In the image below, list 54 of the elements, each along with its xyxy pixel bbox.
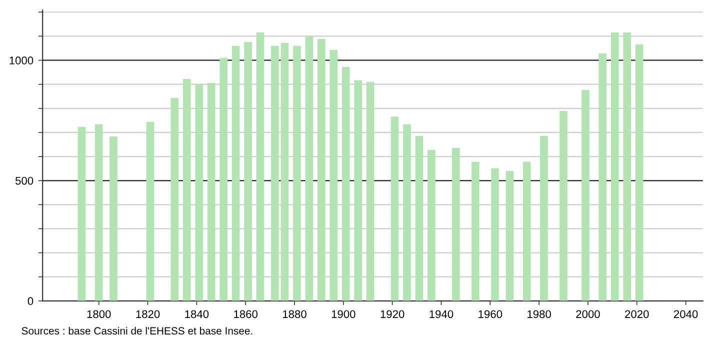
bar — [560, 111, 568, 301]
bar — [623, 32, 631, 301]
bar — [110, 136, 118, 301]
bar — [598, 54, 607, 301]
x-tick-label: 1800 — [87, 310, 111, 318]
bar — [78, 126, 86, 301]
bar — [280, 42, 289, 301]
x-tick-label: 1820 — [136, 310, 160, 318]
bar — [610, 32, 619, 301]
bar — [506, 170, 514, 301]
source-note: Sources : base Cassini de l'EHESS et base Insee. — [22, 326, 252, 335]
bar — [207, 82, 216, 301]
bar — [170, 98, 179, 301]
bar — [403, 124, 411, 301]
bar — [232, 46, 240, 301]
bar — [305, 36, 314, 301]
y-tick-label: 0 — [28, 297, 34, 306]
bar — [330, 50, 338, 301]
x-tick-label: 1900 — [332, 310, 356, 318]
y-tick-label: 1000 — [10, 56, 34, 64]
bar — [317, 38, 326, 301]
bar — [256, 32, 264, 301]
x-tick-label: 2000 — [576, 310, 600, 318]
bar — [293, 46, 301, 301]
x-tick-label: 2040 — [674, 310, 698, 318]
x-tick-label: 1920 — [380, 310, 404, 318]
bar — [146, 122, 154, 301]
x-tick-label: 1960 — [478, 310, 502, 318]
x-tick-label: 1840 — [185, 310, 209, 318]
bar — [195, 84, 204, 301]
x-tick-label: 1860 — [234, 310, 258, 318]
y-tick-label: 500 — [15, 176, 34, 185]
bar — [491, 168, 499, 301]
bar — [522, 162, 531, 301]
bar — [415, 136, 424, 301]
bar — [182, 79, 191, 301]
x-tick-label: 2020 — [625, 310, 649, 318]
bar — [220, 58, 228, 301]
bar — [635, 44, 644, 301]
bar — [94, 124, 103, 301]
bar — [271, 46, 279, 301]
bar — [354, 80, 362, 301]
bar — [428, 150, 436, 301]
x-tick-label: 1980 — [528, 310, 551, 318]
bar — [244, 42, 252, 301]
x-tick-label: 1880 — [282, 310, 306, 318]
bar — [472, 162, 480, 301]
bar — [540, 136, 548, 301]
bar — [342, 66, 350, 301]
x-tick-label: 1940 — [430, 310, 454, 318]
bar — [390, 116, 399, 301]
bar — [366, 82, 374, 301]
bar — [452, 148, 460, 301]
bar — [582, 90, 590, 301]
